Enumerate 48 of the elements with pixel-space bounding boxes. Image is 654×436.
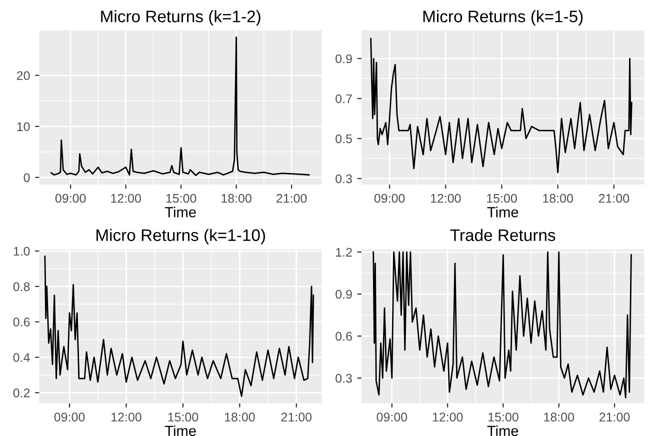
x-tick-label: 15:00	[166, 194, 196, 203]
x-axis-title: Time	[164, 425, 196, 436]
x-tick-label: 09:00	[374, 194, 405, 203]
line-series	[50, 36, 310, 176]
x-tick-label: 21:00	[600, 412, 630, 422]
line-series	[372, 251, 632, 398]
y-tick-label: 0.9	[336, 290, 352, 299]
x-tick-label: 12:00	[432, 412, 463, 422]
x-tick-label: 15:00	[488, 412, 518, 422]
line-series	[370, 38, 632, 174]
line-series	[44, 256, 314, 397]
x-tick-label: 21:00	[276, 194, 307, 203]
x-axis-title: Time	[487, 425, 518, 436]
x-tick-label: 18:00	[544, 412, 574, 422]
y-tick-label: 0.5	[336, 134, 352, 144]
y-tick-label: 10	[17, 122, 30, 132]
x-tick-label: 15:00	[487, 194, 517, 203]
x-tick-label: 09:00	[54, 412, 85, 422]
y-tick-label: 1.0	[14, 246, 30, 256]
y-tick-label: 0.6	[13, 318, 30, 327]
x-tick-label: 12:00	[430, 194, 461, 203]
x-tick-label: 09:00	[376, 412, 408, 422]
x-tick-label: 12:00	[111, 194, 141, 203]
y-tick-label: 0.3	[336, 174, 352, 184]
y-tick-label: 0.8	[13, 282, 30, 292]
x-tick-label: 18:00	[222, 194, 252, 203]
x-tick-label: 15:00	[168, 412, 198, 422]
x-tick-label: 21:00	[281, 412, 312, 422]
x-axis-title: Time	[487, 206, 518, 218]
chart-title: Micro Returns (k=1-10)	[96, 228, 265, 244]
chart-title: Micro Returns (k=1-5)	[423, 10, 583, 26]
x-tick-label: 18:00	[543, 194, 573, 203]
y-tick-label: 0.6	[336, 332, 352, 341]
x-axis-title: Time	[164, 206, 196, 218]
y-tick-label: 0.7	[336, 94, 352, 104]
x-tick-label: 12:00	[112, 412, 142, 422]
x-tick-label: 09:00	[55, 194, 86, 203]
y-tick-label: 0.4	[13, 353, 30, 362]
x-tick-label: 18:00	[224, 412, 255, 422]
y-tick-label: 0.2	[13, 388, 30, 398]
y-tick-label: 0	[24, 173, 30, 182]
x-tick-label: 21:00	[598, 194, 630, 203]
chart-title: Trade Returns	[450, 228, 556, 242]
y-tick-label: 0.9	[336, 54, 352, 64]
y-tick-label: 0.3	[336, 374, 352, 383]
y-tick-label: 20	[16, 71, 30, 80]
y-tick-label: 1.2	[336, 248, 352, 257]
chart-title: Micro Returns (k=1-2)	[101, 10, 260, 26]
